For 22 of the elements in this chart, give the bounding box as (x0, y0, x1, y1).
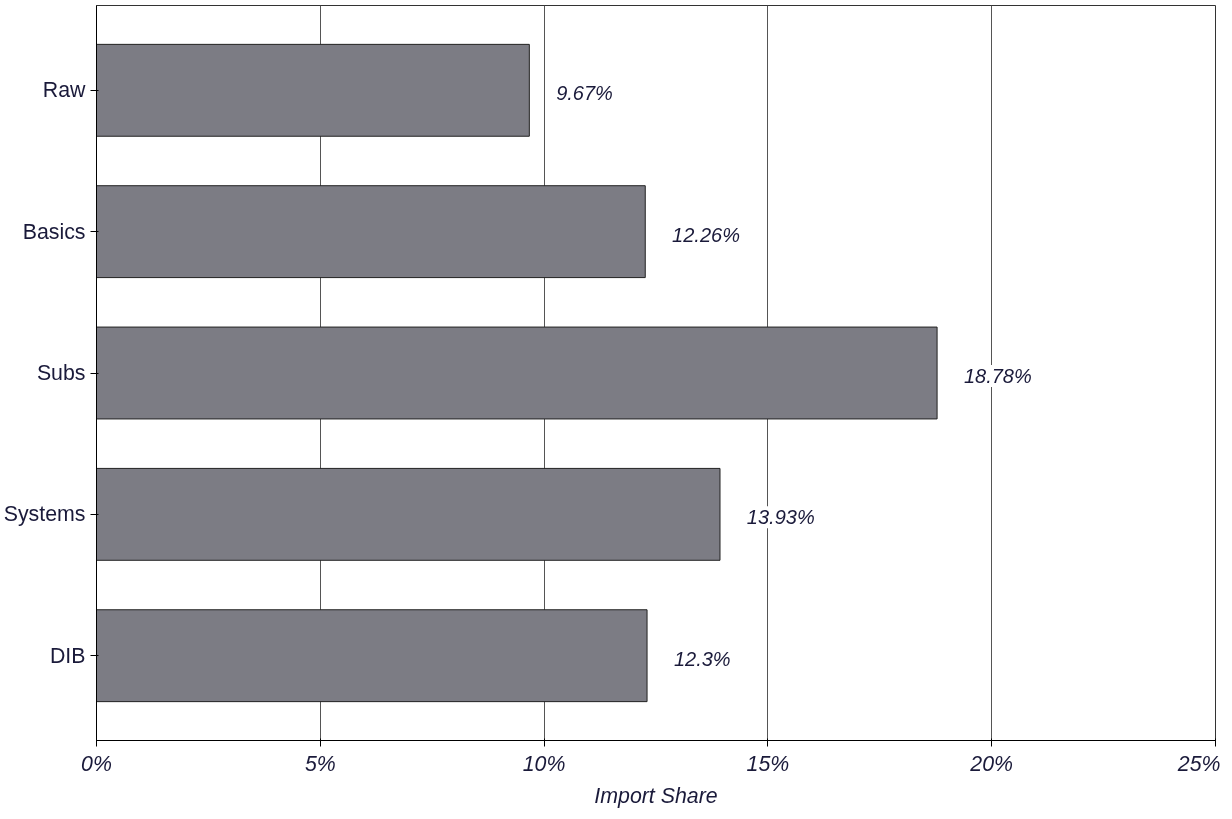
bar (96, 467, 721, 561)
x-tick-label: 0% (81, 751, 112, 776)
y-tick-label: DIB (49, 643, 86, 668)
x-tick-label: 5% (304, 751, 336, 776)
bar (96, 185, 646, 279)
x-tick-label: 15% (746, 751, 790, 776)
bar (96, 609, 648, 703)
y-tick-label: Systems (3, 502, 86, 527)
data-label: 13.93% (746, 506, 815, 529)
x-tick-label: 10% (522, 751, 566, 776)
data-label: 18.78% (963, 365, 1032, 387)
data-label: 12.26% (672, 223, 740, 246)
bar (96, 326, 938, 420)
y-tick-label: Basics (22, 219, 86, 244)
x-tick-label: 25% (1176, 751, 1221, 776)
x-tick-label: 20% (969, 751, 1014, 776)
bar (96, 43, 530, 137)
y-tick-label: Raw (42, 78, 87, 103)
y-tick-label: Subs (36, 361, 86, 385)
x-axis-title: Import Share (594, 783, 718, 808)
data-label: 12.3% (673, 647, 731, 670)
data-label: 9.67% (556, 82, 613, 105)
